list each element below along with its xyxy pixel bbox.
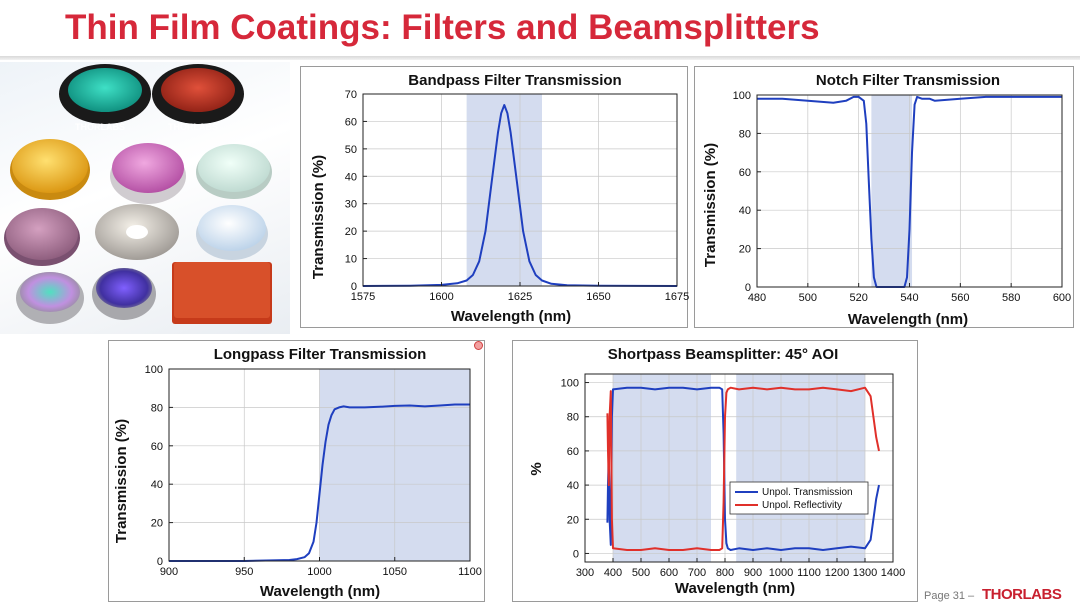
shortpass-shaded-band-0 — [613, 374, 711, 562]
longpass-chart-panel: Longpass Filter Transmission Wavelength … — [108, 340, 485, 602]
bandpass-y-tick-label-7: 70 — [345, 89, 357, 101]
notch-y-axis-label: Transmission (%) — [702, 143, 719, 267]
bandpass-shaded-band-0 — [466, 94, 542, 286]
longpass-plot-area: 900 950 1000 1050 1100 0 20 40 60 80 100 — [145, 364, 482, 578]
bandpass-chart: Bandpass Filter Transmission Wavelength … — [310, 72, 689, 325]
bandpass-y-axis-label: Transmission (%) — [310, 155, 327, 279]
bandpass-x-axis-label: Wavelength (nm) — [451, 308, 571, 325]
notch-y-tick-label-0: 0 — [745, 282, 751, 294]
longpass-y-tick-label-0: 0 — [157, 556, 163, 568]
page-number: Page 31 – — [924, 590, 975, 602]
longpass-chart-title: Longpass Filter Transmission — [214, 346, 427, 363]
bandpass-x-tick-label-2: 1625 — [508, 291, 532, 303]
shortpass-x-tick-label-9: 1200 — [825, 567, 849, 579]
notch-x-tick-label-1: 500 — [799, 292, 817, 304]
longpass-x-tick-label-1: 950 — [235, 566, 253, 578]
shortpass-chart: Shortpass Beamsplitter: 45° AOI Waveleng… — [528, 346, 905, 597]
shortpass-x-axis-label: Wavelength (nm) — [675, 580, 795, 597]
shortpass-x-tick-label-1: 400 — [604, 567, 622, 579]
notch-shaded-band-0 — [871, 95, 913, 287]
shortpass-x-tick-label-8: 1100 — [797, 567, 821, 579]
shortpass-y-tick-label-2: 40 — [567, 480, 579, 492]
shortpass-plot-frame — [584, 373, 894, 563]
filters-product-photo: THORLABS THORLABS — [0, 62, 290, 334]
thorlabs-logo: THORLABS — [982, 586, 1062, 603]
bandpass-x-tick-label-0: 1575 — [351, 291, 375, 303]
longpass-y-tick-label-5: 100 — [145, 364, 163, 376]
notch-x-tick-label-2: 520 — [849, 292, 867, 304]
longpass-x-tick-label-4: 1100 — [458, 566, 482, 578]
shortpass-x-tick-label-6: 900 — [744, 567, 762, 579]
shortpass-legend: Unpol. Transmission Unpol. Reflectivity — [729, 481, 869, 515]
longpass-series-0-line — [169, 403, 470, 562]
notch-x-tick-label-5: 580 — [1002, 292, 1020, 304]
longpass-x-tick-label-2: 1000 — [307, 566, 331, 578]
longpass-y-tick-label-2: 40 — [151, 479, 163, 491]
mount-brand-mark-2: THORLABS — [168, 122, 218, 132]
shortpass-x-tick-label-2: 500 — [632, 567, 650, 579]
bandpass-y-tick-label-6: 60 — [345, 116, 357, 128]
bandpass-chart-panel: Bandpass Filter Transmission Wavelength … — [300, 66, 689, 328]
shortpass-x-tick-label-10: 1300 — [853, 567, 877, 579]
slide-title: Thin Film Coatings: Filters and Beamspli… — [65, 8, 820, 47]
notch-y-tick-label-4: 80 — [739, 128, 751, 140]
bandpass-y-tick-label-5: 50 — [345, 144, 357, 156]
shortpass-x-tick-label-7: 1000 — [769, 567, 793, 579]
longpass-chart: Longpass Filter Transmission Wavelength … — [113, 346, 482, 600]
bandpass-y-tick-label-1: 10 — [345, 254, 357, 266]
legend-transmission-label: Unpol. Transmission — [762, 487, 853, 498]
longpass-y-axis-label: Transmission (%) — [113, 419, 130, 543]
legend-reflectivity-label: Unpol. Reflectivity — [762, 500, 842, 511]
longpass-y-tick-label-4: 80 — [151, 402, 163, 414]
notch-x-tick-label-4: 560 — [951, 292, 969, 304]
shortpass-y-tick-label-1: 20 — [567, 514, 579, 526]
shortpass-y-tick-label-4: 80 — [567, 412, 579, 424]
shortpass-x-tick-label-3: 600 — [660, 567, 678, 579]
title-divider — [0, 56, 1080, 60]
notch-chart-panel: Notch Filter Transmission Wavelength (nm… — [694, 66, 1074, 328]
bandpass-chart-title: Bandpass Filter Transmission — [408, 72, 621, 89]
notch-x-tick-label-6: 600 — [1053, 292, 1071, 304]
shortpass-chart-title: Shortpass Beamsplitter: 45° AOI — [608, 346, 839, 363]
notch-y-tick-label-2: 40 — [739, 205, 751, 217]
pointer-indicator — [474, 341, 483, 350]
shortpass-y-tick-label-0: 0 — [573, 548, 579, 560]
shortpass-x-tick-label-11: 1400 — [881, 567, 905, 579]
mount-brand-mark-1: THORLABS — [75, 122, 125, 132]
notch-x-axis-label: Wavelength (nm) — [848, 311, 968, 328]
shortpass-y-tick-label-3: 60 — [567, 446, 579, 458]
longpass-x-tick-label-3: 1050 — [383, 566, 407, 578]
bandpass-y-tick-label-3: 30 — [345, 199, 357, 211]
shortpass-x-tick-label-5: 800 — [716, 567, 734, 579]
notch-chart-title: Notch Filter Transmission — [816, 72, 1000, 89]
longpass-y-tick-label-1: 20 — [151, 518, 163, 530]
bandpass-plot-area: 1575 1600 1625 1650 1675 0 10 20 30 40 50 60 70 — [345, 89, 689, 303]
notch-y-tick-label-5: 100 — [733, 90, 751, 102]
shortpass-x-tick-label-0: 300 — [576, 567, 594, 579]
notch-x-tick-label-3: 540 — [900, 292, 918, 304]
notch-plot-area: 480 500 520 540 560 580 600 0 20 40 60 80 100 — [733, 90, 1072, 304]
shortpass-x-tick-label-4: 700 — [688, 567, 706, 579]
bandpass-x-tick-label-4: 1675 — [665, 291, 689, 303]
notch-x-tick-label-0: 480 — [748, 292, 766, 304]
shortpass-shaded-band-1 — [736, 374, 865, 562]
shortpass-chart-panel: Shortpass Beamsplitter: 45° AOI Waveleng… — [512, 340, 918, 602]
shortpass-series-1-line — [606, 386, 880, 551]
bandpass-x-tick-label-1: 1600 — [429, 291, 453, 303]
longpass-x-tick-label-0: 900 — [160, 566, 178, 578]
shortpass-y-axis-label: % — [528, 462, 545, 475]
bandpass-y-tick-label-4: 40 — [345, 171, 357, 183]
shortpass-y-tick-label-5: 100 — [561, 378, 579, 390]
bandpass-y-tick-label-2: 20 — [345, 226, 357, 238]
bandpass-y-tick-label-0: 0 — [351, 281, 357, 293]
longpass-x-axis-label: Wavelength (nm) — [260, 583, 380, 600]
bandpass-series-0-line — [362, 104, 678, 287]
shortpass-series-0-line — [606, 386, 880, 551]
longpass-y-tick-label-3: 60 — [151, 441, 163, 453]
bandpass-x-tick-label-3: 1650 — [586, 291, 610, 303]
notch-y-tick-label-1: 20 — [739, 244, 751, 256]
notch-chart: Notch Filter Transmission Wavelength (nm… — [702, 72, 1072, 328]
shortpass-plot-area: 300 400 500 600 700 800 900 1000 1100 1200 1300 140… — [561, 373, 905, 579]
notch-y-tick-label-3: 60 — [739, 167, 751, 179]
